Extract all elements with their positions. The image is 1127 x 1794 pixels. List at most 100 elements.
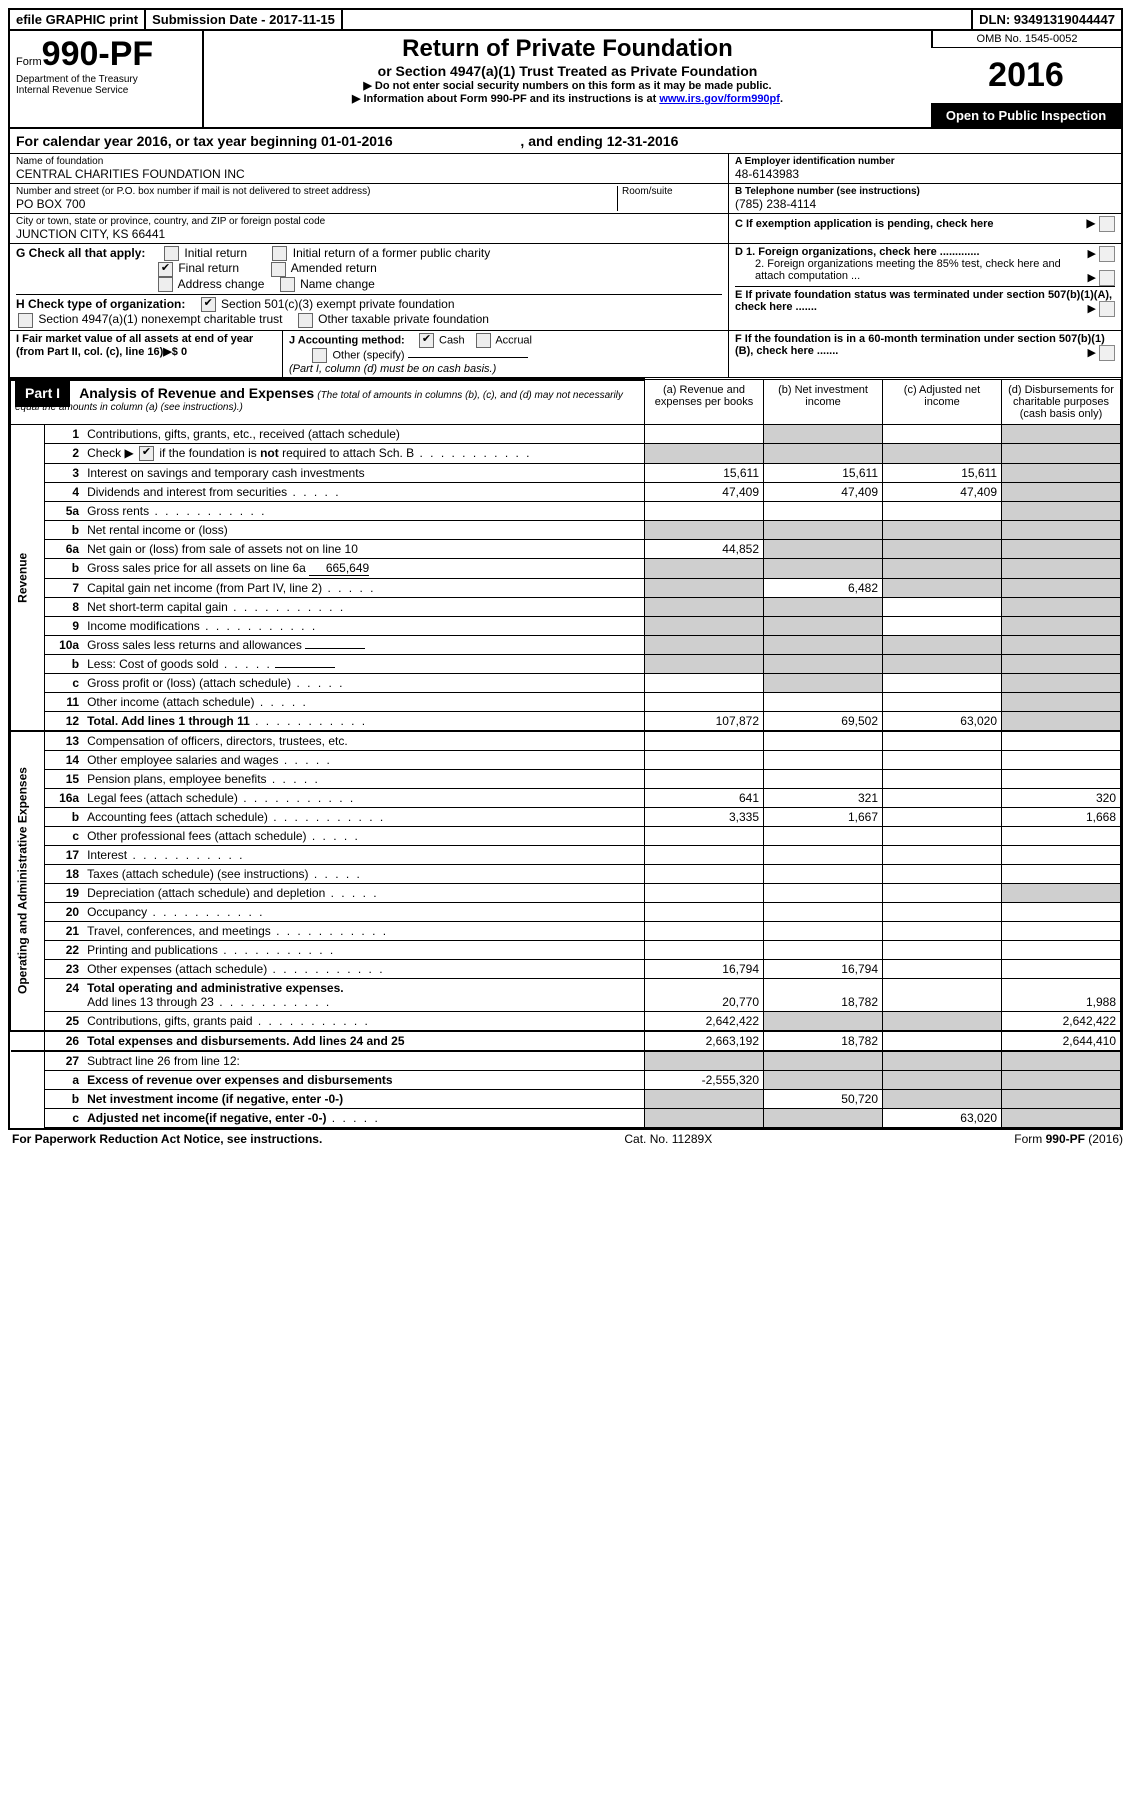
r10b-num: b [45, 654, 84, 673]
i-j-f-row: I Fair market value of all assets at end… [10, 331, 1121, 378]
chk-amended[interactable] [271, 262, 286, 277]
row-24: 24 Total operating and administrative ex… [11, 978, 1121, 1011]
row-16b: b Accounting fees (attach schedule) 3,33… [11, 807, 1121, 826]
r25-desc: Contributions, gifts, grants paid [87, 1014, 252, 1028]
j-cash: Cash [439, 334, 465, 346]
ij-block: I Fair market value of all assets at end… [10, 331, 729, 377]
row-5a: 5a Gross rents [11, 501, 1121, 520]
c-checkbox[interactable] [1099, 216, 1115, 232]
r3-num: 3 [45, 463, 84, 482]
c-block: C If exemption application is pending, c… [729, 214, 1121, 243]
r8-num: 8 [45, 597, 84, 616]
r2-not: not [260, 446, 279, 460]
r4-b: 47,409 [764, 482, 883, 501]
chk-schb[interactable] [139, 446, 154, 461]
chk-4947[interactable] [18, 313, 33, 328]
r16a-b: 321 [764, 788, 883, 807]
r26-num: 26 [45, 1031, 84, 1051]
ein-block: A Employer identification number 48-6143… [729, 154, 1121, 183]
r20-num: 20 [45, 902, 84, 921]
row-3: 3 Interest on savings and temporary cash… [11, 463, 1121, 482]
footer-mid: Cat. No. 11289X [624, 1132, 712, 1146]
r27a-num: a [45, 1070, 84, 1089]
chk-accrual[interactable] [476, 333, 491, 348]
foundation-name: CENTRAL CHARITIES FOUNDATION INC [16, 167, 722, 181]
r23-a: 16,794 [645, 959, 764, 978]
r1-desc: Contributions, gifts, grants, etc., rece… [83, 424, 644, 443]
row-5b: b Net rental income or (loss) [11, 520, 1121, 539]
r26-a: 2,663,192 [645, 1031, 764, 1051]
g-amended: Amended return [291, 261, 377, 275]
r3-c: 15,611 [883, 463, 1002, 482]
r12-a: 107,872 [645, 711, 764, 731]
g-block: G Check all that apply: Initial return I… [10, 244, 729, 330]
irs: Internal Revenue Service [16, 85, 196, 96]
e-checkbox[interactable] [1099, 301, 1115, 317]
r25-num: 25 [45, 1011, 84, 1031]
r5b-num: b [45, 520, 84, 539]
row-9: 9 Income modifications [11, 616, 1121, 635]
row-27c: c Adjusted net income(if negative, enter… [11, 1108, 1121, 1127]
r10c-num: c [45, 673, 84, 692]
chk-otheracct[interactable] [312, 348, 327, 363]
chk-otherfound[interactable] [298, 313, 313, 328]
note2: ▶ Information about Form 990-PF and its … [210, 92, 925, 105]
row-16c: c Other professional fees (attach schedu… [11, 826, 1121, 845]
r21-num: 21 [45, 921, 84, 940]
d1-checkbox[interactable] [1099, 246, 1115, 262]
row-6a: 6a Net gain or (loss) from sale of asset… [11, 539, 1121, 558]
row-10b: b Less: Cost of goods sold [11, 654, 1121, 673]
r16a-desc: Legal fees (attach schedule) [87, 791, 238, 805]
row-15: 15 Pension plans, employee benefits [11, 769, 1121, 788]
r10a-num: 10a [45, 635, 84, 654]
room-label: Room/suite [622, 186, 722, 197]
r21-desc: Travel, conferences, and meetings [87, 924, 271, 938]
r19-desc: Depreciation (attach schedule) and deple… [87, 886, 325, 900]
r23-desc: Other expenses (attach schedule) [87, 962, 267, 976]
city-block: City or town, state or province, country… [10, 214, 729, 243]
city-value: JUNCTION CITY, KS 66441 [16, 227, 722, 241]
r15-desc: Pension plans, employee benefits [87, 772, 266, 786]
r16a-d: 320 [1002, 788, 1121, 807]
name-ein-row: Name of foundation CENTRAL CHARITIES FOU… [10, 154, 1121, 184]
footer-right: Form 990-PF (2016) [1014, 1132, 1123, 1146]
r24-d: 1,988 [1002, 978, 1121, 1011]
tel-value: (785) 238-4114 [735, 197, 1115, 211]
chk-addr[interactable] [158, 277, 173, 292]
r27b-desc: Net investment income (if negative, ente… [87, 1092, 343, 1106]
r25-d: 2,642,422 [1002, 1011, 1121, 1031]
note1: ▶ Do not enter social security numbers o… [210, 79, 925, 92]
arrow-icon: ▶ [1086, 216, 1095, 230]
row-4: 4 Dividends and interest from securities… [11, 482, 1121, 501]
chk-cash[interactable] [419, 333, 434, 348]
r10b-desc: Less: Cost of goods sold [83, 654, 644, 673]
dln: DLN: 93491319044447 [973, 10, 1121, 29]
title: Return of Private Foundation [210, 35, 925, 63]
r4-a: 47,409 [645, 482, 764, 501]
r2-desc: Check ▶ if the foundation is not require… [83, 443, 644, 463]
f-checkbox[interactable] [1099, 345, 1115, 361]
instructions-link[interactable]: www.irs.gov/form990pf [659, 93, 780, 105]
chk-final[interactable] [158, 262, 173, 277]
r27a-a: -2,555,320 [645, 1070, 764, 1089]
chk-name[interactable] [280, 277, 295, 292]
r3-b: 15,611 [764, 463, 883, 482]
g-initial: Initial return [184, 246, 247, 260]
r12-c: 63,020 [883, 711, 1002, 731]
r27b-b: 50,720 [764, 1089, 883, 1108]
r14-desc: Other employee salaries and wages [87, 753, 278, 767]
chk-initial[interactable] [164, 246, 179, 261]
tax-year: 2016 [931, 48, 1121, 104]
efile-label: efile GRAPHIC print [10, 10, 146, 29]
row-26: 26 Total expenses and disbursements. Add… [11, 1031, 1121, 1051]
r6b-num: b [45, 558, 84, 578]
chk-501c3[interactable] [201, 297, 216, 312]
r16b-d: 1,668 [1002, 807, 1121, 826]
top-spacer [343, 10, 973, 29]
r8-desc: Net short-term capital gain [87, 600, 228, 614]
d2-checkbox[interactable] [1099, 270, 1115, 286]
r27-num: 27 [45, 1051, 84, 1071]
r7-num: 7 [45, 578, 84, 597]
r13-num: 13 [45, 731, 84, 751]
chk-initial-former[interactable] [272, 246, 287, 261]
